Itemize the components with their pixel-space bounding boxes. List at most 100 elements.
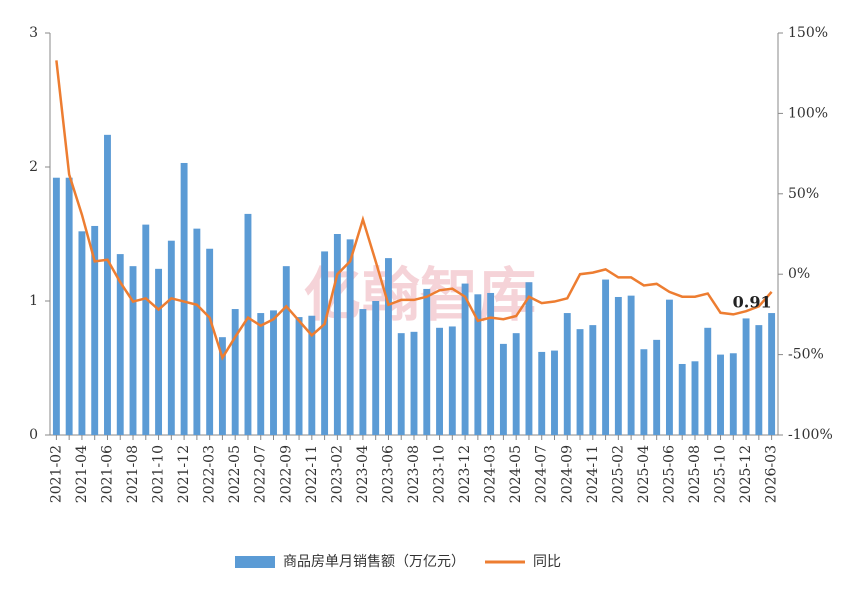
legend-swatch bbox=[235, 556, 275, 568]
bar bbox=[423, 288, 431, 435]
bar bbox=[678, 363, 686, 435]
x-tick-label: 2023-12 bbox=[457, 445, 473, 503]
bar bbox=[755, 325, 763, 435]
y-tick-label: 1 bbox=[29, 293, 38, 309]
bar bbox=[512, 333, 520, 435]
x-tick-label: 2025-10 bbox=[713, 445, 729, 503]
bar bbox=[65, 177, 73, 435]
bar bbox=[525, 282, 533, 435]
legend-label: 同比 bbox=[533, 554, 561, 570]
x-tick-label: 2021-06 bbox=[99, 445, 115, 503]
y-tick-label: 3 bbox=[29, 25, 38, 41]
x-tick-label: 2025-08 bbox=[687, 445, 703, 503]
bar bbox=[116, 254, 124, 435]
bar bbox=[129, 266, 137, 435]
bar bbox=[551, 350, 558, 435]
bar bbox=[691, 361, 699, 435]
bar bbox=[321, 251, 329, 435]
bar bbox=[282, 266, 290, 435]
y2-tick-label: -100% bbox=[788, 427, 833, 443]
x-tick-label: 2024-07 bbox=[534, 445, 550, 503]
bar bbox=[231, 309, 239, 435]
bar bbox=[704, 327, 712, 435]
x-tick-label: 2021-04 bbox=[74, 445, 90, 503]
y2-tick-label: 0% bbox=[788, 266, 810, 282]
x-tick-label: 2023-04 bbox=[355, 445, 371, 503]
bar bbox=[193, 228, 201, 435]
bar bbox=[538, 351, 546, 435]
legend-label: 商品房单月销售额（万亿元） bbox=[283, 554, 465, 570]
x-tick-label: 2022-03 bbox=[202, 445, 218, 503]
bar bbox=[436, 327, 443, 435]
bar bbox=[333, 234, 341, 435]
bar bbox=[244, 213, 252, 435]
x-tick-label: 2026-03 bbox=[764, 445, 780, 503]
bar bbox=[155, 268, 163, 435]
bar bbox=[665, 299, 673, 435]
x-tick-label: 2025-12 bbox=[738, 445, 754, 503]
bar bbox=[295, 317, 303, 435]
x-tick-label: 2024-03 bbox=[483, 445, 499, 503]
bar bbox=[180, 162, 188, 436]
x-tick-label: 2025-04 bbox=[636, 445, 652, 503]
bar bbox=[717, 354, 724, 435]
x-tick-label: 2024-11 bbox=[585, 445, 601, 503]
bar bbox=[308, 315, 316, 435]
bar bbox=[410, 331, 418, 435]
y2-tick-label: -50% bbox=[788, 347, 824, 363]
bar bbox=[91, 225, 99, 435]
x-tick-label: 2022-05 bbox=[227, 445, 243, 503]
y2-tick-label: 150% bbox=[788, 25, 828, 41]
y2-tick-label: 50% bbox=[788, 186, 819, 202]
bar bbox=[729, 353, 737, 435]
bar bbox=[448, 326, 456, 435]
bar bbox=[602, 279, 610, 435]
bar bbox=[372, 301, 380, 435]
bar bbox=[257, 313, 265, 435]
y-tick-label: 2 bbox=[29, 159, 38, 175]
x-tick-label: 2023-02 bbox=[329, 445, 345, 503]
x-tick-label: 2022-09 bbox=[278, 445, 294, 503]
data-label: 0.91 bbox=[733, 293, 772, 312]
bar bbox=[218, 337, 226, 435]
bar bbox=[589, 325, 597, 435]
x-tick-label: 2021-12 bbox=[176, 445, 192, 503]
x-tick-label: 2022-11 bbox=[304, 445, 320, 503]
x-tick-label: 2021-10 bbox=[151, 445, 167, 503]
bar bbox=[346, 239, 354, 435]
y-tick-label: 0 bbox=[29, 427, 38, 443]
bar bbox=[614, 296, 622, 435]
bar bbox=[270, 310, 277, 435]
x-tick-label: 2024-05 bbox=[508, 445, 524, 503]
bar bbox=[653, 339, 661, 435]
bar bbox=[104, 134, 111, 435]
bar bbox=[742, 318, 750, 435]
bar bbox=[385, 258, 392, 435]
bar bbox=[627, 295, 635, 435]
bar bbox=[563, 313, 571, 435]
bar bbox=[142, 224, 150, 435]
x-tick-label: 2023-08 bbox=[406, 445, 422, 503]
bar bbox=[487, 292, 495, 435]
bar bbox=[206, 248, 214, 435]
x-tick-label: 2024-09 bbox=[559, 445, 575, 503]
bar bbox=[576, 329, 584, 435]
bar bbox=[640, 349, 648, 435]
bar bbox=[768, 313, 776, 435]
x-tick-label: 2025-06 bbox=[661, 445, 677, 503]
x-tick-label: 2025-02 bbox=[610, 445, 626, 503]
x-tick-label: 2021-08 bbox=[125, 445, 141, 503]
bar bbox=[397, 333, 405, 435]
bar bbox=[52, 177, 60, 435]
bar bbox=[167, 240, 175, 435]
bar bbox=[78, 231, 86, 435]
x-tick-label: 2021-02 bbox=[48, 445, 64, 503]
bar bbox=[461, 283, 469, 435]
bar bbox=[474, 294, 482, 435]
x-tick-label: 2022-07 bbox=[253, 445, 269, 503]
x-tick-label: 2023-06 bbox=[380, 445, 396, 503]
line bbox=[55, 60, 773, 361]
bar bbox=[499, 343, 507, 435]
bar bbox=[359, 309, 367, 435]
